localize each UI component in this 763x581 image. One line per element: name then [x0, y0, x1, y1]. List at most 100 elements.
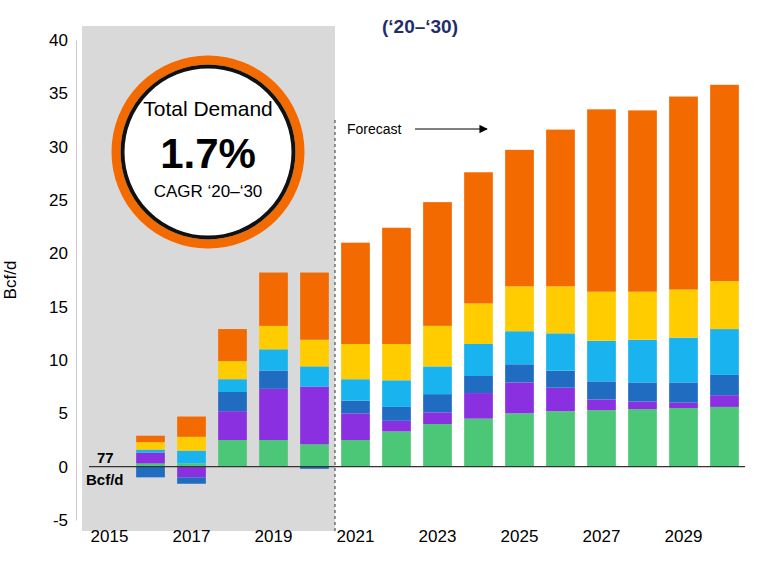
y-tick-label: 15: [49, 298, 68, 317]
y-tick-label: 25: [49, 191, 68, 210]
bar-segment: [259, 389, 288, 440]
bar-segment: [546, 286, 575, 333]
x-axis-line: [90, 520, 746, 521]
bar-segment: [505, 331, 534, 364]
bar-segment: [587, 410, 616, 467]
bar-segment: [464, 303, 493, 344]
x-tick-label: 2019: [255, 527, 293, 546]
bar-segment: [628, 402, 657, 409]
bar-segment: [136, 453, 165, 464]
bar-segment: [382, 228, 411, 344]
bar-segment: [218, 329, 247, 361]
x-tick: 2019: [255, 520, 293, 546]
bar-segment: [587, 341, 616, 382]
bar-segment: [382, 407, 411, 421]
bar-segment: [546, 130, 575, 287]
bar-segment: [587, 292, 616, 341]
bar-segment: [218, 361, 247, 379]
y-axis-title: Bcf/d: [1, 261, 20, 300]
x-tick-label: 2021: [337, 527, 375, 546]
bar-segment: [710, 407, 739, 467]
y-tick: 35: [49, 84, 76, 103]
forecast-divider: [335, 120, 336, 531]
y-tick-label: 0: [59, 458, 68, 477]
bar-segment: [464, 376, 493, 393]
bar-segment: [505, 413, 534, 466]
callout-ring: [116, 60, 300, 244]
bar-segment: [710, 329, 739, 375]
bar-segment: [505, 150, 534, 287]
y-tick: 20: [49, 244, 76, 263]
bar-segment: [669, 403, 698, 408]
bar-segment: [177, 437, 206, 451]
bar-segment: [669, 290, 698, 338]
y-tick-label: 30: [49, 138, 68, 157]
bar-segment: [177, 417, 206, 437]
bar-segment: [259, 349, 288, 370]
bar-segment: [423, 412, 452, 424]
bar-segment: [587, 399, 616, 410]
x-tick-label: 2015: [91, 527, 129, 546]
bar-segment: [505, 286, 534, 331]
bar-segment: [341, 344, 370, 379]
y-tick: 30: [49, 138, 76, 157]
bar-segment: [423, 202, 452, 326]
forecast-label: Forecast: [347, 121, 402, 137]
bar-segment: [218, 392, 247, 411]
y-tick: 10: [49, 351, 76, 370]
y-tick: -5: [53, 511, 76, 530]
callout-inner-ring: [123, 67, 294, 238]
bar-segment: [505, 364, 534, 382]
x-tick: 2029: [665, 520, 703, 546]
bars: [136, 85, 739, 484]
bar-segment: [546, 388, 575, 411]
bar-segment: [669, 408, 698, 467]
y-tick-label: -5: [53, 511, 68, 530]
bar-segment: [300, 273, 329, 340]
bar-segment: [628, 382, 657, 401]
baseline-value: 77: [97, 449, 114, 466]
bar-segment: [300, 387, 329, 445]
x-tick: 2021: [337, 520, 375, 546]
bar-segment: [382, 344, 411, 380]
bar-segment: [710, 375, 739, 395]
bar-segment: [546, 333, 575, 370]
bar-segment: [669, 338, 698, 383]
bar-segment: [300, 340, 329, 367]
bar-segment: [300, 366, 329, 386]
bar-segment: [341, 379, 370, 400]
y-tick: 0: [59, 458, 76, 477]
bar-segment: [464, 419, 493, 467]
y-tick: 5: [59, 404, 76, 423]
y-tick-label: 40: [49, 31, 68, 50]
x-tick: 2027: [583, 520, 621, 546]
bar-segment: [423, 326, 452, 367]
bar-segment: [710, 85, 739, 281]
bar-segment: [218, 379, 247, 392]
y-tick-label: 10: [49, 351, 68, 370]
x-tick-label: 2023: [419, 527, 457, 546]
bar-segment: [136, 436, 165, 442]
bar-segment: [341, 440, 370, 467]
bar-segment: [259, 371, 288, 389]
bar-segment: [628, 340, 657, 383]
bar-segment: [710, 395, 739, 407]
bar-segment: [341, 413, 370, 440]
baseline-unit: Bcf/d: [86, 471, 124, 488]
bar-segment: [218, 411, 247, 440]
bar-segment: [259, 326, 288, 349]
chart: -505101520253035402015201720192021202320…: [0, 0, 763, 581]
y-axis-line: [76, 41, 77, 521]
bar-segment: [136, 442, 165, 449]
callout-caption: CAGR ‘20–‘30: [154, 182, 263, 201]
bar-segment: [423, 366, 452, 394]
bar-segment: [136, 450, 165, 453]
title: (‘20–‘30): [382, 16, 458, 37]
y-tick: 15: [49, 298, 76, 317]
forecast-arrow: [415, 128, 487, 129]
bar-segment: [218, 440, 247, 467]
bar-segment: [669, 382, 698, 402]
bar-segment: [464, 393, 493, 419]
history-shade: [82, 26, 335, 531]
bar-segment: [382, 380, 411, 407]
